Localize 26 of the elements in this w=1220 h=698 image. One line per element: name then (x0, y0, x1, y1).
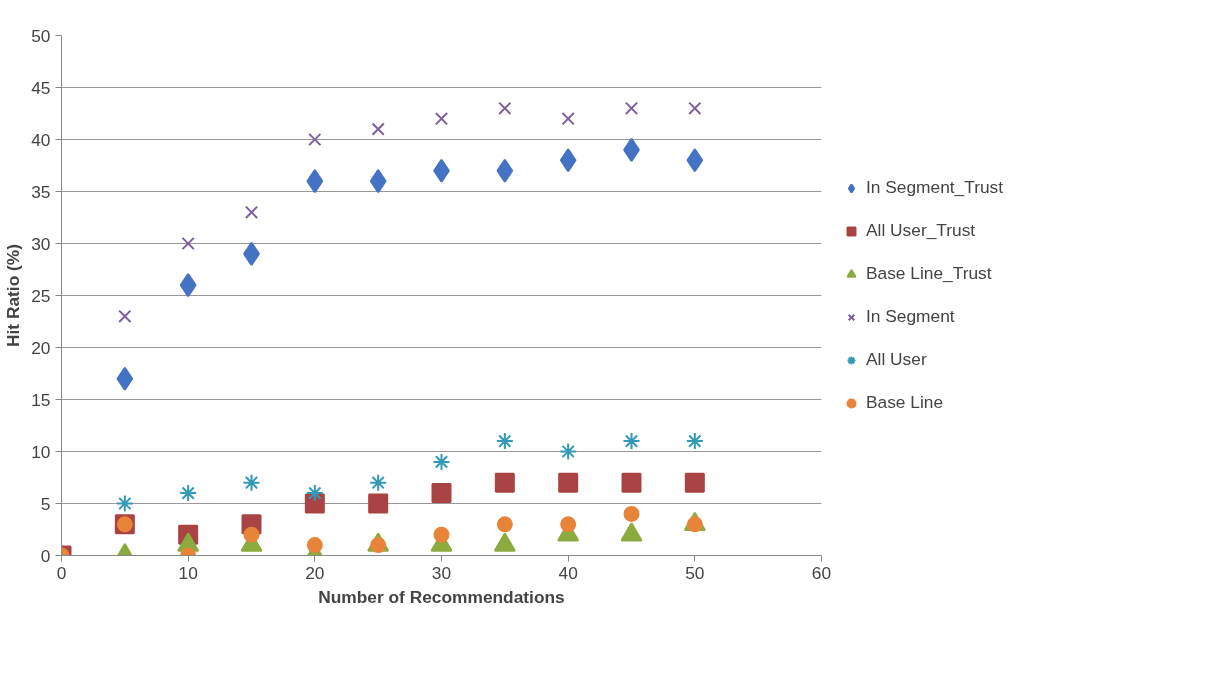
y-axis-title: Hit Ratio (%) (3, 244, 24, 347)
x-tick-label: 0 (56, 562, 67, 583)
x-tick-label: 30 (431, 562, 452, 583)
y-tick-label: 45 (31, 77, 51, 98)
x-tick-label: 10 (178, 562, 198, 583)
legend-label: Base Line_Trust (866, 263, 992, 284)
x-tick-label: 50 (685, 562, 705, 583)
y-tick-label: 25 (31, 285, 51, 306)
y-tick-label: 30 (31, 233, 51, 254)
legend-label: In Segment (866, 306, 955, 327)
legend-label: Base Line (866, 392, 944, 413)
y-tick-label: 10 (31, 441, 51, 462)
x-tick-label: 20 (305, 562, 325, 583)
y-tick-label: 50 (31, 25, 51, 46)
x-tick-label: 60 (811, 562, 832, 583)
x-tick-label: 40 (558, 562, 578, 583)
y-tick-label: 35 (31, 181, 51, 202)
x-axis-title: Number of Recommendations (318, 586, 565, 607)
legend-label: In Segment_Trust (866, 177, 1004, 198)
y-tick-label: 20 (31, 337, 51, 358)
y-tick-label: 5 (40, 493, 51, 514)
y-tick-label: 15 (31, 389, 51, 410)
y-tick-label: 0 (40, 545, 51, 566)
legend-label: All User_Trust (866, 220, 976, 241)
y-tick-label: 40 (31, 129, 51, 150)
legend-label: All User (866, 349, 927, 370)
